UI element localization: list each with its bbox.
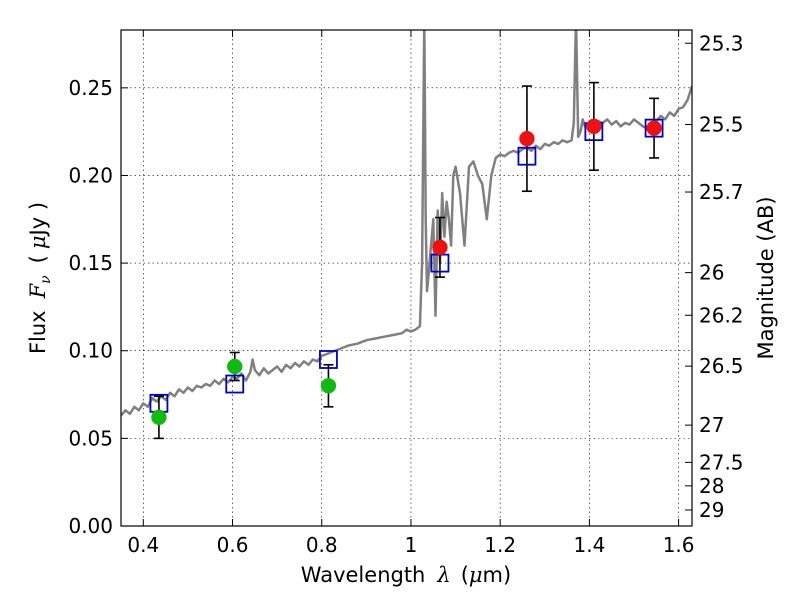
y2-axis-label: Magnitude (AB) xyxy=(754,196,778,359)
y2-tick-label: 26.5 xyxy=(699,354,744,378)
plot-series xyxy=(121,30,692,440)
model-photometry-square xyxy=(319,350,338,369)
y-tick-label: 0.15 xyxy=(68,251,113,275)
x-tick-label: 0.4 xyxy=(127,533,159,557)
y2-tick-label: 26 xyxy=(699,261,724,285)
y2-tick-label: 29 xyxy=(699,498,724,522)
y-tick-label: 0.05 xyxy=(68,426,113,450)
y-tick-label: 0.20 xyxy=(68,163,113,187)
x-tick-label: 0.6 xyxy=(217,533,249,557)
green-photometry-point xyxy=(227,358,243,375)
x-tick-label: 1 xyxy=(405,533,418,557)
gridlines xyxy=(121,30,692,527)
plot-area xyxy=(121,30,692,440)
y2-tick-label: 27.5 xyxy=(699,450,744,474)
red-photometry-point xyxy=(646,120,662,136)
y2-tick-label: 28 xyxy=(699,474,724,498)
green-photometry-point xyxy=(151,409,167,426)
plot-frame xyxy=(120,29,693,527)
y-tick-label: 0.10 xyxy=(68,339,113,363)
red-photometry-point xyxy=(432,239,448,256)
model-photometry-square xyxy=(225,374,245,394)
y2-tick-label: 26.2 xyxy=(699,303,744,327)
model-photometry-square xyxy=(517,146,537,166)
x-tick-label: 0.8 xyxy=(306,533,338,557)
red-photometry-point xyxy=(586,118,602,135)
y2-tick-label: 25.3 xyxy=(699,31,744,55)
model-photometry-square xyxy=(644,118,664,138)
red-photometry-point xyxy=(519,130,535,147)
x-axis-label: Wavelength λ (μm) xyxy=(301,563,511,587)
x-tick-label: 1.4 xyxy=(573,533,605,557)
x-tick-label: 1.6 xyxy=(663,533,695,557)
y2-tick-label: 27 xyxy=(699,413,724,437)
y-tick-label: 0.25 xyxy=(68,76,113,100)
green-photometry-point xyxy=(320,378,337,394)
spectrum-line xyxy=(121,30,692,417)
y-axis-label: FluxFν(μJy ) xyxy=(26,202,54,354)
y-tick-label: 0.00 xyxy=(68,514,113,538)
y2-tick-label: 25.5 xyxy=(699,112,744,136)
x-tick-label: 1.2 xyxy=(484,533,516,557)
axis-ticks: 0.4 0.6 0.8 1 1.2 1.4 1.6 0.00 0.05 0.10 0.15 0.20 0… xyxy=(68,30,744,557)
y2-tick-label: 25.7 xyxy=(699,180,744,204)
